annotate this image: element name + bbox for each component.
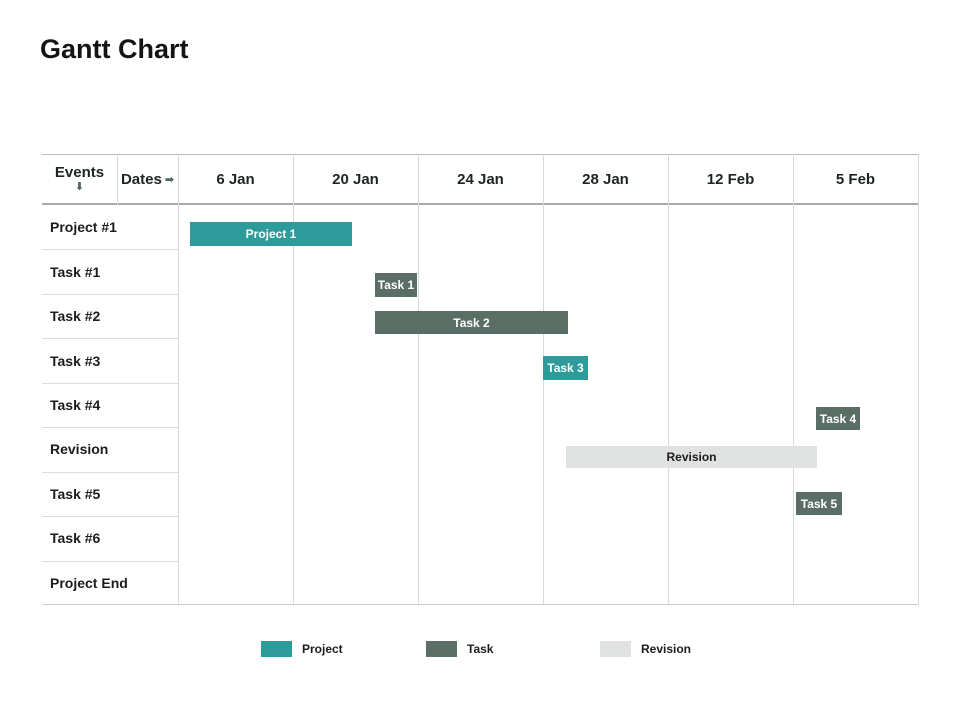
row-separator xyxy=(42,338,178,340)
date-header-1: 6 Jan xyxy=(216,170,255,188)
event-row: Task #1 xyxy=(42,249,178,293)
event-row: Task #4 xyxy=(42,383,178,427)
table-header-row: Events ⬇ Dates ➡ 6 Jan 20 Jan 24 Jan 28 Jan… xyxy=(42,154,918,205)
grid-line xyxy=(918,154,919,605)
right-arrow-icon: ➡ xyxy=(164,173,175,186)
event-row-label: Project #1 xyxy=(50,219,117,236)
event-row-label: Task #4 xyxy=(50,396,101,413)
events-header-label: Events xyxy=(54,164,105,181)
event-row-label: Task #1 xyxy=(50,263,101,280)
event-row: Project End xyxy=(42,561,178,605)
grid-line-events-dates xyxy=(117,154,118,205)
legend-item-revision: Revision xyxy=(600,641,691,657)
grid-line xyxy=(178,154,179,605)
table-bottom-border xyxy=(42,604,918,605)
row-separator xyxy=(42,516,178,518)
legend-label: Task xyxy=(467,642,494,656)
dates-header-label: Dates xyxy=(120,170,162,188)
legend-item-project: Project xyxy=(261,641,343,657)
legend-swatch-project xyxy=(261,641,292,657)
event-row: Task #6 xyxy=(42,516,178,560)
date-header-6: 5 Feb xyxy=(835,170,876,188)
row-separator xyxy=(42,471,178,473)
gantt-bar-project: Task 3 xyxy=(543,356,588,380)
gantt-bar-project: Project 1 xyxy=(190,222,352,246)
row-separator xyxy=(42,382,178,384)
legend-label: Revision xyxy=(641,642,692,656)
dates-header-cell: Dates ➡ xyxy=(117,155,178,203)
grid-line xyxy=(668,154,669,605)
event-row-label: Task #2 xyxy=(50,308,101,325)
legend-swatch-revision xyxy=(600,641,631,657)
event-row: Revision xyxy=(42,427,178,471)
gantt-table: Events ⬇ Dates ➡ 6 Jan 20 Jan 24 Jan 28 Jan… xyxy=(42,154,919,605)
grid-line xyxy=(293,154,294,605)
event-row-label: Project End xyxy=(50,574,128,591)
date-header-cells: 6 Jan 20 Jan 24 Jan 28 Jan 12 Feb 5 Feb xyxy=(178,155,918,203)
events-header-cell: Events ⬇ xyxy=(42,155,117,203)
gantt-bar-task: Task 2 xyxy=(375,311,568,334)
date-header-3: 24 Jan xyxy=(457,170,504,188)
date-header-2: 20 Jan xyxy=(332,170,379,188)
down-arrow-icon: ⬇ xyxy=(74,181,85,193)
event-row-label: Task #3 xyxy=(50,352,101,369)
legend-item-task: Task xyxy=(426,641,493,657)
event-row: Task #3 xyxy=(42,338,178,382)
row-separator xyxy=(42,293,178,295)
event-row: Task #5 xyxy=(42,472,178,516)
event-row-label: Revision xyxy=(50,441,109,458)
event-row: Task #2 xyxy=(42,294,178,338)
row-separator xyxy=(42,427,178,429)
grid-line xyxy=(418,154,419,605)
page-title: Gantt Chart xyxy=(40,34,189,64)
gantt-bar-task: Task 5 xyxy=(796,492,842,515)
gantt-bar-task: Task 1 xyxy=(375,273,417,297)
event-row-label: Task #6 xyxy=(50,530,101,547)
gantt-bar-task: Task 4 xyxy=(816,407,860,430)
row-separator xyxy=(42,249,178,251)
grid-line xyxy=(793,154,794,605)
date-header-4: 28 Jan xyxy=(582,170,629,188)
date-header-5: 12 Feb xyxy=(706,170,755,188)
row-separator xyxy=(42,560,178,562)
legend-swatch-task xyxy=(426,641,457,657)
event-row: Project #1 xyxy=(42,205,178,249)
event-row-label: Task #5 xyxy=(50,485,101,502)
legend-label: Project xyxy=(302,642,343,656)
gantt-bar-revision: Revision xyxy=(566,446,817,468)
